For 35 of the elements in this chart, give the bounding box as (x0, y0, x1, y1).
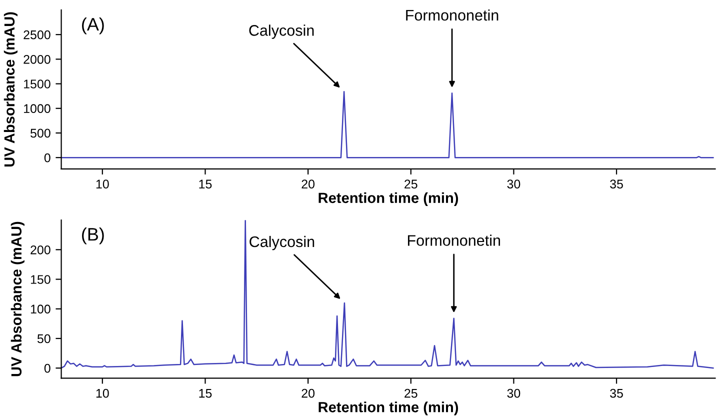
y-tick-label: 1500 (24, 80, 50, 88)
x-axis-title: Retention time (min) (318, 402, 458, 416)
x-tick-label: 20 (302, 180, 315, 188)
y-tick-label: 200 (30, 245, 50, 254)
y-tick-label: 100 (30, 304, 50, 314)
y-axis-title: UV Absorbance (mAU) (4, 12, 18, 166)
annotation: Calycosin (249, 24, 314, 39)
x-tick-label: 15 (199, 180, 212, 188)
annotation: Formononetin (408, 234, 500, 246)
y-tick-label: 150 (30, 275, 50, 284)
x-tick-label: 20 (302, 388, 315, 398)
line-series (61, 220, 714, 369)
y-tick-label: 1000 (24, 104, 50, 114)
y-tick-label: 50 (37, 334, 50, 344)
x-tick-label: 35 (610, 388, 623, 398)
x-tick-label: 25 (404, 388, 418, 398)
x-tick-label: 15 (199, 389, 212, 398)
y-tick-label: 0 (44, 153, 50, 162)
x-axis-title: Retention time (min) (318, 192, 458, 206)
y-tick-label: 2500 (24, 30, 50, 40)
x-tick-label: 35 (610, 180, 623, 188)
y-tick-label: 500 (30, 128, 50, 138)
line-series (61, 91, 714, 158)
x-tick-label: 10 (96, 388, 109, 398)
annotation: Calycosin (250, 236, 314, 250)
x-tick-label: 10 (96, 180, 109, 188)
y-axis-title: UV Absorbance (mAU) (10, 222, 24, 376)
x-tick-label: 30 (507, 180, 520, 188)
x-tick-label: 30 (507, 388, 520, 398)
annotation: Formononetin (406, 9, 498, 21)
chart-title: (A) (82, 17, 104, 34)
y-tick-label: 0 (44, 364, 50, 373)
chart-title: (B) (82, 227, 104, 244)
y-tick-label: 2000 (24, 54, 50, 64)
x-tick-label: 25 (404, 180, 418, 188)
